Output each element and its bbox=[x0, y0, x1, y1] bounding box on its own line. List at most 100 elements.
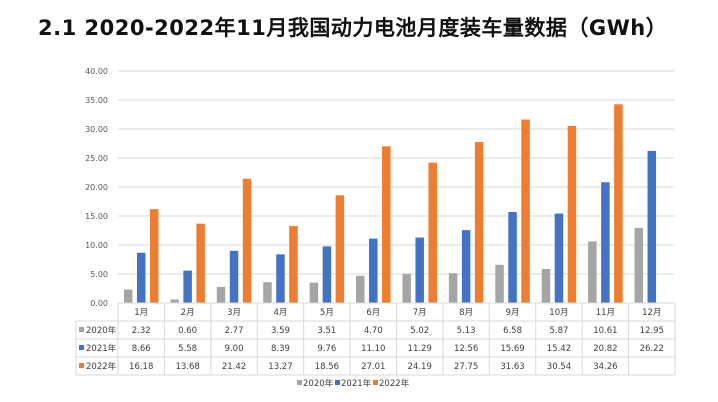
x-category-label: 1月 bbox=[134, 308, 148, 318]
bar-2022年-9月 bbox=[521, 119, 530, 304]
y-tick-label: 25.00 bbox=[85, 154, 108, 163]
bar-2020年-4月 bbox=[263, 282, 272, 303]
table-value: 27.75 bbox=[454, 362, 478, 372]
legend-swatch-2020年 bbox=[297, 380, 302, 385]
bar-2022年-11月 bbox=[614, 104, 623, 304]
bar-2022年-6月 bbox=[382, 146, 391, 303]
bar-2021年-6月 bbox=[369, 238, 378, 303]
table-value: 13.68 bbox=[175, 362, 199, 372]
x-category-label: 12月 bbox=[642, 308, 661, 318]
bar-2022年-10月 bbox=[567, 125, 577, 303]
bar-2022年-5月 bbox=[335, 195, 345, 303]
table-series-label: 2021年 bbox=[86, 343, 117, 354]
bar-2020年-5月 bbox=[309, 282, 319, 303]
bar-2022年-4月 bbox=[289, 226, 298, 303]
x-category-label: 6月 bbox=[366, 308, 380, 318]
bar-2020年-11月 bbox=[588, 241, 597, 303]
bar-2020年-7月 bbox=[402, 273, 411, 303]
table-value: 8.39 bbox=[271, 344, 290, 354]
x-category-label: 3月 bbox=[227, 308, 241, 318]
x-category-label: 10月 bbox=[549, 308, 568, 318]
bar-2021年-12月 bbox=[647, 150, 657, 303]
table-value: 4.70 bbox=[364, 326, 383, 336]
x-category-label: 2月 bbox=[181, 308, 195, 318]
table-value: 24.19 bbox=[408, 362, 432, 372]
y-tick-label: 35.00 bbox=[85, 96, 108, 105]
table-value: 2.32 bbox=[132, 326, 151, 336]
table-value: 21.42 bbox=[222, 362, 246, 372]
bar-2020年-9月 bbox=[495, 264, 504, 303]
x-category-label: 11月 bbox=[596, 308, 615, 318]
x-category-label: 4月 bbox=[273, 308, 287, 318]
bar-2021年-4月 bbox=[276, 254, 285, 303]
table-series-label: 2022年 bbox=[86, 361, 117, 372]
table-value: 16.18 bbox=[129, 362, 153, 372]
table-value: 15.69 bbox=[500, 344, 524, 354]
bar-2020年-6月 bbox=[356, 275, 365, 303]
bar-2022年-8月 bbox=[474, 142, 484, 303]
table-value: 6.58 bbox=[503, 326, 522, 336]
table-value: 18.56 bbox=[315, 362, 339, 372]
bar-2020年-12月 bbox=[634, 227, 644, 303]
legend-swatch-2021年 bbox=[335, 380, 340, 385]
bar-2020年-10月 bbox=[541, 268, 551, 303]
bar-2020年-8月 bbox=[448, 273, 458, 303]
table-value: 31.63 bbox=[500, 362, 524, 372]
table-value: 5.87 bbox=[549, 326, 568, 336]
bar-2020年-3月 bbox=[216, 286, 226, 303]
bar-2021年-7月 bbox=[415, 237, 424, 303]
x-category-label: 8月 bbox=[459, 308, 473, 318]
table-value: 8.66 bbox=[132, 344, 151, 354]
x-category-label: 5月 bbox=[320, 308, 334, 318]
bar-2021年-5月 bbox=[322, 246, 332, 303]
y-tick-label: 20.00 bbox=[85, 183, 108, 192]
bar-2022年-2月 bbox=[196, 223, 205, 303]
bar-2020年-2月 bbox=[170, 299, 179, 303]
bar-2022年-1月 bbox=[149, 209, 159, 303]
table-value: 9.00 bbox=[225, 344, 244, 354]
table-value: 10.61 bbox=[593, 326, 617, 336]
table-value: 5.02 bbox=[410, 326, 429, 336]
table-value: 15.42 bbox=[547, 344, 571, 354]
y-tick-label: 30.00 bbox=[85, 125, 108, 134]
table-value: 5.58 bbox=[178, 344, 197, 354]
table-value: 11.10 bbox=[361, 344, 385, 354]
table-series-label: 2020年 bbox=[86, 325, 117, 336]
legend-key-2021年 bbox=[79, 345, 84, 350]
x-category-label: 9月 bbox=[506, 308, 520, 318]
y-tick-label: 0.00 bbox=[90, 299, 108, 308]
bar-2021年-8月 bbox=[461, 230, 471, 303]
legend-label: 2021年 bbox=[341, 378, 372, 389]
y-tick-label: 10.00 bbox=[85, 241, 108, 250]
bar-2021年-1月 bbox=[136, 252, 146, 303]
bar-2021年-10月 bbox=[554, 213, 564, 303]
bar-2021年-3月 bbox=[229, 250, 239, 303]
bar-2020年-1月 bbox=[123, 289, 133, 303]
chart-title: 2.1 2020-2022年11月我国动力电池月度装车量数据（GWh） bbox=[38, 16, 668, 40]
x-category-label: 7月 bbox=[413, 308, 427, 318]
legend-label: 2022年 bbox=[379, 378, 410, 389]
y-tick-label: 5.00 bbox=[90, 270, 108, 279]
bar-2022年-7月 bbox=[428, 162, 437, 303]
table-value: 3.51 bbox=[317, 326, 336, 336]
table-value: 0.60 bbox=[178, 326, 197, 336]
bar-2021年-11月 bbox=[601, 182, 610, 303]
legend-swatch-2022年 bbox=[373, 380, 378, 385]
table-value: 9.76 bbox=[317, 344, 336, 354]
legend-key-2020年 bbox=[79, 327, 84, 332]
table-value: 12.95 bbox=[640, 326, 664, 336]
table-value: 20.82 bbox=[593, 344, 617, 354]
table-value: 30.54 bbox=[547, 362, 571, 372]
table-value: 5.13 bbox=[457, 326, 476, 336]
table-value: 3.59 bbox=[271, 326, 290, 336]
table-value: 12.56 bbox=[454, 344, 478, 354]
bar-2022年-3月 bbox=[242, 178, 252, 303]
bar-2021年-2月 bbox=[183, 270, 192, 303]
y-tick-label: 15.00 bbox=[85, 212, 108, 221]
table-value: 27.01 bbox=[361, 362, 385, 372]
legend-label: 2020年 bbox=[303, 378, 334, 389]
table-value: 34.26 bbox=[593, 362, 617, 372]
table-value: 26.22 bbox=[640, 344, 664, 354]
